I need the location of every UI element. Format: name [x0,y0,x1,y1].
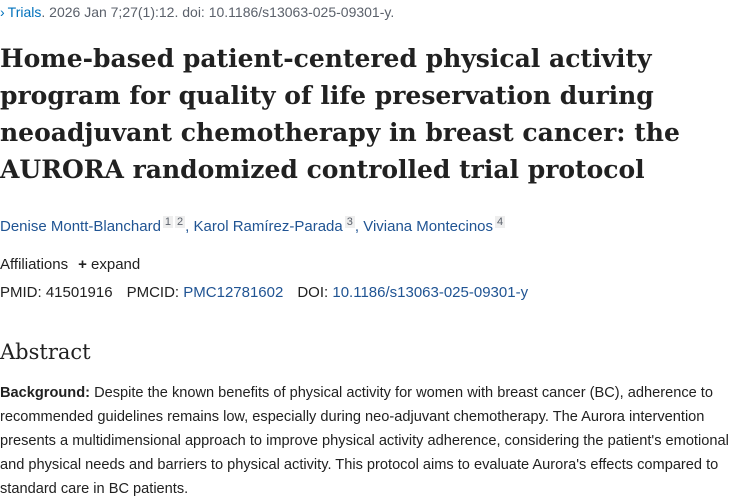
section-label: Background: [0,385,90,401]
author-name[interactable]: Karol Ramírez-Parada [193,218,343,235]
abstract-section: Background: Despite the known benefits o… [0,381,750,501]
affiliation-number[interactable]: 4 [495,216,506,228]
author-name[interactable]: Denise Montt-Blanchard [0,218,161,235]
author-separator: , [354,218,360,235]
citation: › Trials. 2026 Jan 7;27(1):12. doi: 10.11… [0,4,394,20]
identifier-label: PMID: [0,284,42,301]
affiliation-number[interactable]: 1 [162,216,174,228]
author-list: Denise Montt-Blanchard 1 2, Karol Ramírez-… [0,216,506,235]
identifiers: PMID: 41501916 PMCID: PMC12781602 DOI: 10.… [0,284,542,301]
chevron-icon: › [0,4,5,20]
author-name[interactable]: Viviana Montecinos [363,218,494,235]
identifier-label: PMCID: [126,284,180,301]
article-title: Home-based patient-centered physical act… [0,44,680,184]
abstract-body: Background: Despite the known benefits o… [0,381,750,501]
identifier-label: DOI: [297,284,329,301]
affiliations-label: Affiliations [0,256,69,273]
expand-icon[interactable]: + [78,256,87,273]
identifier: DOI: 10.1186/s13063-025-09301-y [297,284,528,301]
expand-toggle[interactable]: expand [91,256,141,273]
author-separator: , [185,218,190,235]
citation-details: . 2026 Jan 7;27(1):12. doi: 10.1186/s130… [41,4,395,20]
section-text: Despite the known benefits of physical a… [0,385,729,497]
identifier-value[interactable]: PMC12781602 [183,284,284,301]
identifier-value[interactable]: 10.1186/s13063-025-09301-y [332,284,529,301]
affiliation-number[interactable]: 3 [344,216,355,228]
identifier: PMCID: PMC12781602 [127,284,284,301]
affiliations: Affiliations + expand [0,256,140,273]
abstract-heading: Abstract [0,340,91,364]
identifier: PMID: 41501916 [0,284,113,301]
identifier-value: 41501916 [45,284,113,301]
journal-link[interactable]: Trials [7,4,42,20]
affiliation-number[interactable]: 2 [175,216,186,228]
